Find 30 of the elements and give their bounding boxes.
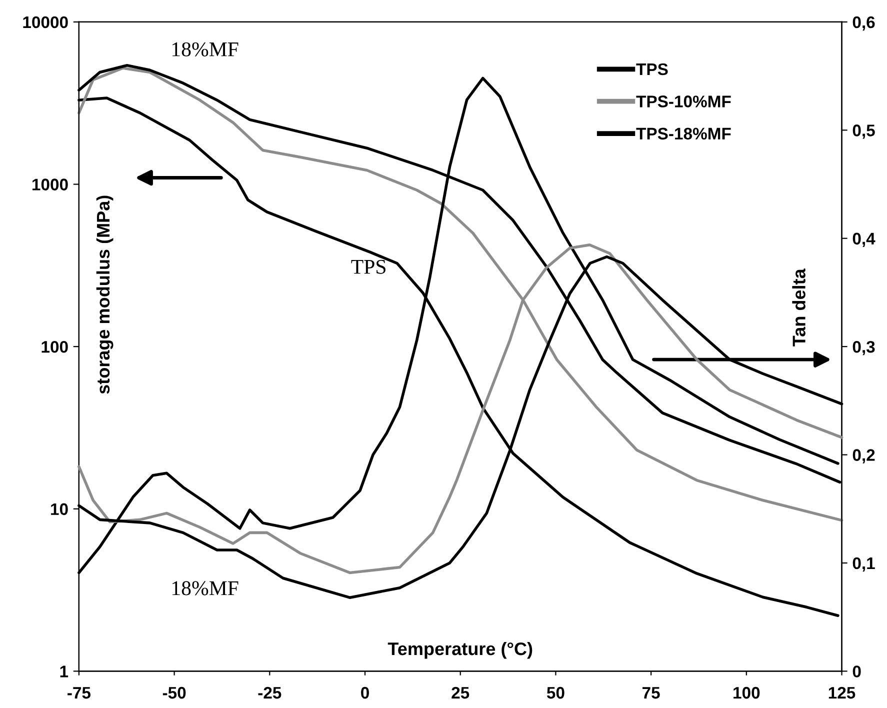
annotation: 18%MF (172, 42, 238, 56)
annotation: TPS (351, 260, 386, 274)
y-tick-label: 100 (42, 340, 68, 353)
x-tick-label: 0 (361, 686, 369, 699)
y2-tick-label: 0,5 (852, 124, 875, 139)
x-tick-label: -50 (162, 686, 186, 699)
x-axis-title: Temperature (°C) (388, 642, 532, 659)
x-tick-label: 100 (734, 686, 760, 699)
annotation: 18%MF (172, 581, 238, 596)
y2-tick-label: 0,4 (852, 232, 876, 247)
y-axis-title: storage modulus (MPa) (96, 196, 114, 394)
y-tick-label: 10000 (23, 16, 68, 28)
x-tick-label: 125 (828, 686, 856, 699)
x-tick-label: 75 (642, 687, 660, 699)
x-tick-label: 25 (452, 686, 470, 699)
legend-label: TPS-18%MF (636, 128, 731, 140)
y2-tick-label: 0,3 (852, 340, 875, 356)
x-tick-label: -75 (68, 687, 91, 699)
legend-label: TPS (636, 63, 668, 76)
y-tick-label: 10 (51, 503, 68, 516)
y2-axis-title: Tan delta (792, 268, 806, 346)
x-tick-label: -25 (258, 686, 282, 699)
y-tick-label: 1 (60, 666, 68, 678)
y2-tick-label: 0,6 (852, 16, 875, 31)
x-tick-label: 50 (546, 686, 564, 699)
y-tick-label: 1000 (32, 178, 68, 190)
legend-label: TPS-10%MF (636, 96, 731, 108)
y2-tick-label: 0,2 (852, 449, 875, 464)
y2-tick-label: 0 (852, 666, 861, 678)
y2-tick-label: 0,1 (852, 557, 875, 572)
